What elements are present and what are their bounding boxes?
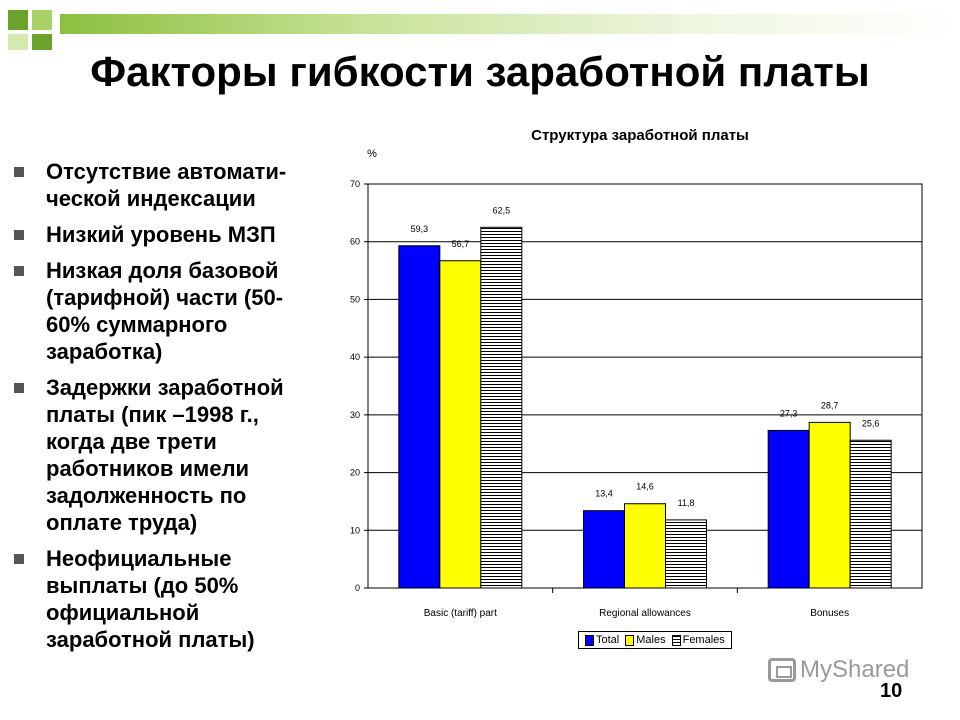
watermark-text: MyShared <box>800 656 910 683</box>
data-label: 27,3 <box>780 408 798 418</box>
bar <box>808 421 851 589</box>
legend-label: Females <box>682 634 725 646</box>
decor-square <box>8 10 28 30</box>
decor-square <box>32 10 52 30</box>
bar <box>665 519 707 589</box>
bullet-text: Задержки заработной платы (пик –1998 г.,… <box>46 375 284 535</box>
legend-label: Males <box>636 634 666 646</box>
page-number: 10 <box>880 680 903 702</box>
data-label: 28,7 <box>821 400 839 410</box>
bullet-square-icon <box>14 230 24 240</box>
y-tick-label: 70 <box>350 179 360 189</box>
legend-item: Females <box>671 634 725 646</box>
bullet-text: Низкая доля базовой (тарифной) части (50… <box>46 258 284 364</box>
watermark: MyShared <box>768 656 909 684</box>
legend-swatch <box>625 634 635 646</box>
bullet-square-icon <box>14 167 24 177</box>
data-label: 56,7 <box>452 239 470 249</box>
bar <box>398 245 441 589</box>
data-label: 11,8 <box>678 498 695 508</box>
bar <box>624 503 666 589</box>
bar <box>439 260 482 589</box>
data-label: 13,4 <box>595 489 613 499</box>
legend-item: Total <box>585 634 619 646</box>
bullet-text: Низкий уровень МЗП <box>46 222 276 247</box>
bullet-square-icon <box>14 554 24 564</box>
y-tick-label: 60 <box>350 237 360 247</box>
chart-legend: Total Males Females <box>578 631 732 649</box>
bullet-item: Низкий уровень МЗП <box>12 221 347 248</box>
bullet-text: Неофициальные выплаты (до 50% официально… <box>46 546 255 652</box>
bullet-item: Отсутствие автомати- ческой индексации <box>12 158 347 212</box>
legend-item: Males <box>625 634 666 646</box>
bullet-item: Неофициальные выплаты (до 50% официально… <box>12 545 347 653</box>
slide-title: Факторы гибкости заработной платы <box>90 48 870 95</box>
y-tick-label: 30 <box>350 410 360 420</box>
myshared-logo-icon <box>768 658 796 682</box>
y-axis-label: % <box>367 148 377 160</box>
data-label: 62,5 <box>493 205 511 215</box>
decor-square <box>32 34 52 50</box>
bar <box>767 429 810 589</box>
bullet-square-icon <box>14 266 24 276</box>
y-tick-label: 40 <box>350 352 360 362</box>
bullet-item: Задержки заработной платы (пик –1998 г.,… <box>12 374 347 536</box>
bullet-square-icon <box>14 383 24 393</box>
header-gradient-bar <box>60 14 960 34</box>
x-category-label: Basic (tariff) part <box>424 608 497 619</box>
y-tick-label: 10 <box>350 525 360 535</box>
bullet-item: Низкая доля базовой (тарифной) части (50… <box>12 257 347 365</box>
data-label: 25,6 <box>862 418 880 428</box>
bullet-text: Отсутствие автомати- ческой индексации <box>46 159 287 211</box>
x-category-label: Regional allowances <box>599 608 691 619</box>
bullet-list: Отсутствие автомати- ческой индексации Н… <box>12 158 347 662</box>
x-category-label: Bonuses <box>810 608 849 619</box>
data-label: 59,3 <box>411 224 429 234</box>
bar <box>583 510 625 589</box>
y-tick-label: 50 <box>350 294 360 304</box>
decor-square <box>8 34 28 50</box>
plot-area-border <box>367 183 923 589</box>
y-tick-label: 0 <box>355 583 360 593</box>
legend-swatch <box>671 634 681 646</box>
legend-swatch <box>585 634 594 646</box>
y-tick-label: 20 <box>350 468 360 478</box>
bar <box>849 439 892 589</box>
bar <box>480 226 523 589</box>
data-label: 14,6 <box>636 482 654 492</box>
chart-title: Структура заработной платы <box>531 127 749 144</box>
legend-label: Total <box>596 634 620 646</box>
